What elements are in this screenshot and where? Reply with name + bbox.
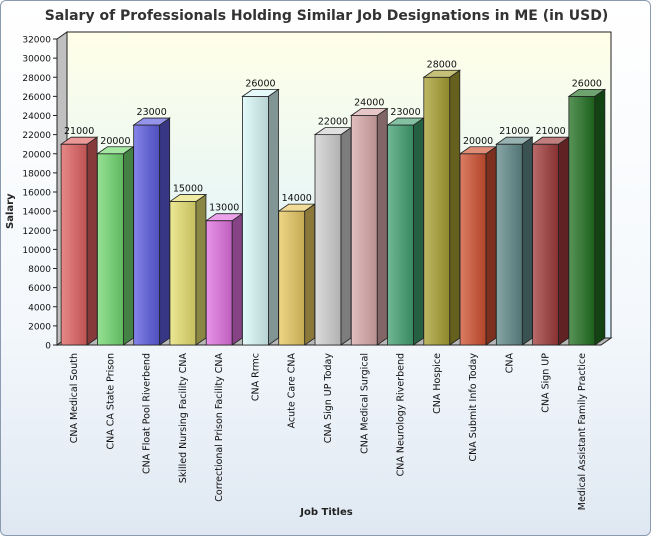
bar <box>278 210 306 346</box>
y-tick-label: 32000 <box>22 36 51 46</box>
y-tick-label: 26000 <box>22 93 51 103</box>
bar <box>459 153 487 346</box>
data-label: 24000 <box>354 98 384 109</box>
bar <box>350 115 378 346</box>
x-tick-label: Acute Care CNA <box>287 353 298 429</box>
data-label: 20000 <box>100 136 130 147</box>
x-tick-label: CNA Sign UP <box>541 353 552 413</box>
data-label: 15000 <box>173 184 203 195</box>
x-tick-label: CNA Hospice <box>432 353 443 414</box>
bar <box>242 95 269 346</box>
y-tick-label: 6000 <box>28 284 51 294</box>
y-tick-label: 12000 <box>22 227 51 237</box>
bar <box>423 76 451 346</box>
x-axis-label: Job Titles <box>300 507 353 518</box>
y-tick-label: 8000 <box>28 265 51 275</box>
bar-top <box>59 136 99 145</box>
bar-top <box>241 88 280 97</box>
data-label: 28000 <box>427 59 457 70</box>
bar-side <box>268 88 279 346</box>
bar-side <box>86 136 98 346</box>
x-tick-label: CNA Sign UP Today <box>323 353 334 444</box>
y-tick-label: 30000 <box>22 55 51 65</box>
data-label: 14000 <box>282 193 312 204</box>
y-tick-label: 4000 <box>28 303 51 313</box>
y-tick-label: 20000 <box>22 150 51 160</box>
bar <box>169 201 197 346</box>
bar <box>60 143 88 346</box>
data-label: 21000 <box>64 126 94 137</box>
bar-side <box>485 145 497 346</box>
data-label: 20000 <box>463 136 493 147</box>
bar <box>97 153 124 346</box>
y-tick-label: 28000 <box>22 74 51 84</box>
bar-side <box>376 107 388 346</box>
x-tick-label: Medical Assistant Family Practice <box>577 353 588 510</box>
bar <box>532 143 559 346</box>
bar-top <box>567 88 607 97</box>
x-tick-label: CNA Rrmc <box>250 353 261 401</box>
x-tick-label: CNA Float Pool Riverbend <box>142 353 153 474</box>
y-tick-label: 18000 <box>22 169 51 179</box>
bar-side <box>558 136 569 346</box>
bar-side <box>231 212 243 346</box>
bar-side <box>594 88 606 346</box>
data-label: 26000 <box>572 78 602 89</box>
bar-side <box>413 117 424 346</box>
x-tick-label: Correctional Prison Facility CNA <box>214 353 225 502</box>
bar-side <box>340 126 352 346</box>
data-label: 26000 <box>245 78 275 89</box>
bar-top <box>168 194 208 202</box>
chart-title: Salary of Professionals Holding Similar … <box>44 8 609 24</box>
data-label: 21000 <box>535 126 565 137</box>
x-tick-label: CNA Medical South <box>69 353 80 443</box>
bar <box>568 95 596 346</box>
data-label: 13000 <box>209 203 239 214</box>
bar-side <box>521 136 533 346</box>
bar <box>205 220 233 346</box>
bar-side <box>304 203 316 346</box>
data-label: 21000 <box>499 126 529 137</box>
y-tick-label: 16000 <box>22 189 51 199</box>
x-tick-label: CNA Medical Surgical <box>359 353 370 454</box>
data-label: 22000 <box>318 117 348 128</box>
bar-side <box>159 117 171 346</box>
bar-top <box>132 117 171 126</box>
x-tick-label: CNA Submit Info Today <box>468 353 479 462</box>
bar-top <box>349 108 389 116</box>
x-tick-label: CNA Neurology Riverbend <box>396 353 407 476</box>
bar-top <box>422 69 462 78</box>
bar <box>133 124 161 346</box>
y-tick-label: 24000 <box>22 112 51 122</box>
y-tick-label: 10000 <box>22 246 51 256</box>
x-tick-label: CNA <box>504 353 515 374</box>
bar <box>314 134 342 346</box>
data-label: 23000 <box>390 107 420 118</box>
y-tick-label: 2000 <box>28 322 51 332</box>
bar <box>495 143 523 346</box>
data-label: 23000 <box>137 107 167 118</box>
bar-side <box>449 69 461 346</box>
x-tick-label: CNA CA State Prison <box>105 353 116 449</box>
bar-top <box>495 136 534 145</box>
y-tick-label: 22000 <box>22 131 51 141</box>
y-tick-label: 14000 <box>22 208 51 218</box>
bar <box>387 124 414 346</box>
bar-side <box>123 145 134 346</box>
x-tick-label: Skilled Nursing Facility CNA <box>178 353 189 484</box>
bar-side <box>195 193 207 346</box>
y-tick-label: 0 <box>45 342 51 352</box>
